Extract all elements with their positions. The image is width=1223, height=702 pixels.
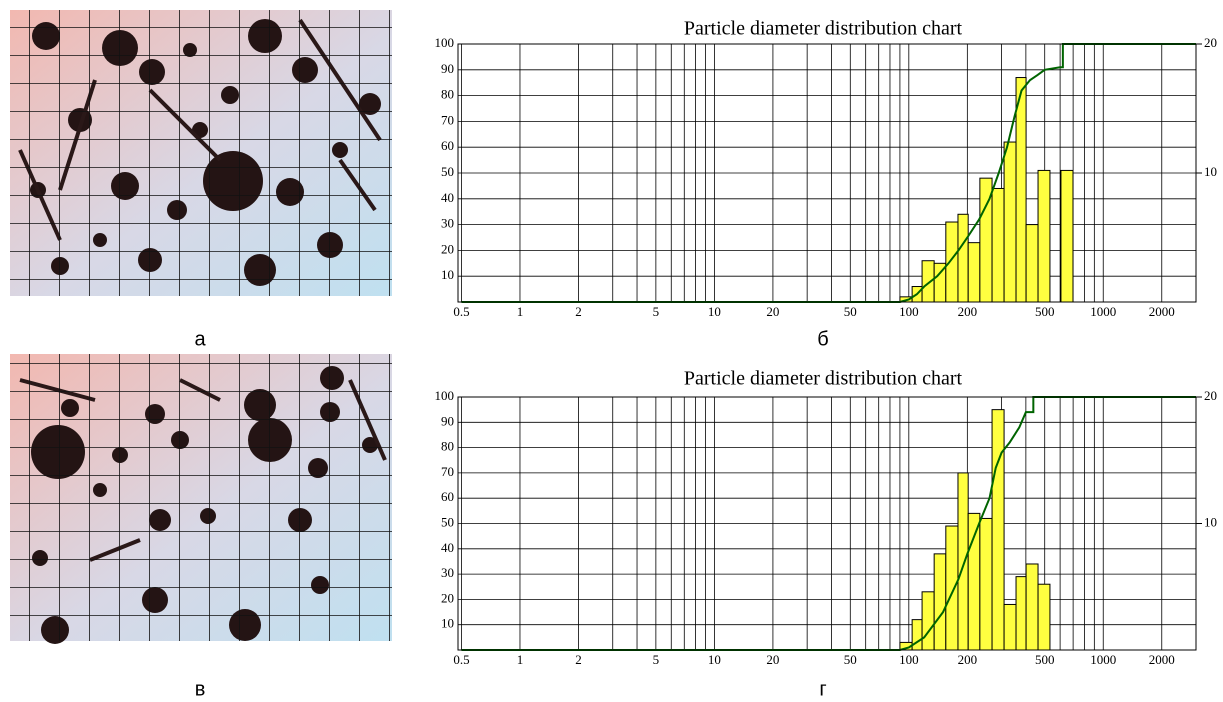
x-tick-label: 2000 bbox=[1149, 652, 1175, 667]
x-tick-label: 2 bbox=[575, 304, 582, 319]
x-tick-label: 200 bbox=[958, 652, 978, 667]
y2-tick-label: 10 bbox=[1204, 164, 1217, 179]
bar bbox=[1015, 576, 1027, 651]
y-tick-label: 30 bbox=[441, 565, 454, 580]
x-tick-label: 20 bbox=[766, 304, 779, 319]
chart-title: Particle diameter distribution chart bbox=[684, 368, 963, 390]
x-tick-label: 500 bbox=[1035, 652, 1055, 667]
bar bbox=[1037, 583, 1051, 651]
y-tick-label: 70 bbox=[441, 464, 454, 479]
cumulative-line bbox=[461, 43, 1196, 303]
micrograph bbox=[10, 10, 392, 296]
y-tick-label: 90 bbox=[441, 61, 454, 76]
y-tick-label: 80 bbox=[441, 87, 454, 102]
y-tick-label: 100 bbox=[435, 35, 455, 50]
bar bbox=[957, 472, 969, 651]
chart: Particle diameter distribution chart 0.5 1… bbox=[435, 18, 1218, 351]
x-tick-label: 1000 bbox=[1090, 304, 1116, 319]
bar bbox=[967, 242, 981, 303]
bar bbox=[991, 187, 1005, 303]
y-tick-label: 30 bbox=[441, 216, 454, 231]
chart-title: Particle diameter distribution chart bbox=[684, 18, 963, 40]
x-tick-label: 1 bbox=[517, 652, 524, 667]
y-tick-label: 40 bbox=[441, 540, 454, 555]
y-tick-label: 90 bbox=[441, 413, 454, 428]
x-tick-label: 1000 bbox=[1090, 652, 1116, 667]
panel-label: б bbox=[817, 328, 828, 350]
bar bbox=[967, 512, 981, 651]
plot-frame bbox=[457, 396, 1197, 651]
x-tick-label: 500 bbox=[1035, 304, 1055, 319]
x-tick-label: 0.5 bbox=[453, 304, 469, 319]
x-tick-label: 2000 bbox=[1149, 304, 1175, 319]
x-tick-label: 10 bbox=[708, 652, 721, 667]
x-tick-label: 50 bbox=[844, 304, 857, 319]
bar bbox=[1060, 169, 1074, 303]
y-tick-label: 60 bbox=[441, 138, 454, 153]
x-tick-label: 1 bbox=[517, 304, 524, 319]
plot-frame bbox=[457, 43, 1197, 303]
micrograph bbox=[10, 354, 392, 644]
x-tick-label: 100 bbox=[899, 652, 919, 667]
x-tick-label: 5 bbox=[653, 304, 660, 319]
y-tick-label: 80 bbox=[441, 439, 454, 454]
x-tick-label: 5 bbox=[653, 652, 660, 667]
y-tick-label: 40 bbox=[441, 190, 454, 205]
panel-label: а bbox=[194, 328, 206, 350]
bar bbox=[1003, 603, 1017, 651]
y2-tick-label: 10 bbox=[1204, 514, 1217, 529]
x-tick-label: 0.5 bbox=[453, 652, 469, 667]
y2-tick-label: 20 bbox=[1204, 388, 1217, 403]
x-tick-label: 200 bbox=[958, 304, 978, 319]
y2-tick-label: 20 bbox=[1204, 35, 1217, 50]
bar bbox=[1025, 563, 1039, 651]
x-tick-label: 50 bbox=[844, 652, 857, 667]
bar bbox=[979, 517, 993, 651]
x-tick-label: 2 bbox=[575, 652, 582, 667]
bar bbox=[991, 409, 1005, 651]
bar bbox=[921, 260, 935, 303]
y-tick-label: 10 bbox=[441, 616, 454, 631]
bar bbox=[945, 525, 959, 651]
y-tick-label: 10 bbox=[441, 267, 454, 282]
y-tick-label: 20 bbox=[441, 241, 454, 256]
bar bbox=[1025, 224, 1039, 303]
cumulative-line bbox=[461, 396, 1196, 651]
chart: Particle diameter distribution chart 0.5 1… bbox=[435, 368, 1218, 701]
y-tick-label: 50 bbox=[441, 514, 454, 529]
bar bbox=[945, 221, 959, 303]
bar bbox=[933, 553, 947, 651]
bar bbox=[1015, 77, 1027, 303]
panel-label: в bbox=[195, 678, 206, 700]
y-tick-label: 20 bbox=[441, 590, 454, 605]
y-tick-label: 50 bbox=[441, 164, 454, 179]
y-tick-label: 100 bbox=[435, 388, 455, 403]
y-tick-label: 70 bbox=[441, 112, 454, 127]
y-tick-label: 60 bbox=[441, 489, 454, 504]
x-tick-label: 10 bbox=[708, 304, 721, 319]
x-tick-label: 100 bbox=[899, 304, 919, 319]
bar bbox=[1003, 141, 1017, 303]
x-tick-label: 20 bbox=[766, 652, 779, 667]
bar bbox=[1037, 169, 1051, 303]
bar bbox=[957, 213, 969, 303]
bar bbox=[921, 591, 935, 651]
panel-label: г bbox=[819, 678, 826, 700]
